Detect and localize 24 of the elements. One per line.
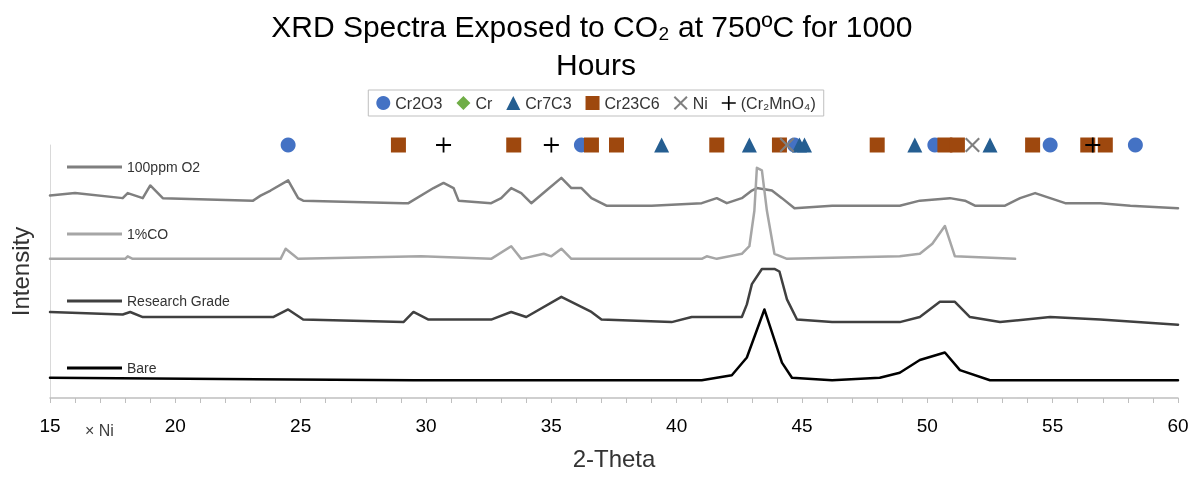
chart-title: XRD Spectra Exposed to CO₂ at 750ºC for 1000 Hours <box>271 9 921 81</box>
legend-label: Ni <box>692 94 708 112</box>
legend-label: Cr2O3 <box>395 94 443 112</box>
text: × Ni <box>85 421 114 439</box>
legend-label: 1%CO <box>127 226 169 242</box>
legend-label: 100ppm O2 <box>127 159 201 175</box>
x-tick-label: 30 <box>415 415 437 436</box>
x-tick-label: 25 <box>290 415 312 436</box>
legend-label: Cr7C3 <box>525 94 572 112</box>
x-tick-label: 40 <box>666 415 688 436</box>
x-tick-label: 50 <box>916 415 938 436</box>
x-tick-label: 20 <box>164 415 186 436</box>
legend-label: Cr23C6 <box>604 94 660 112</box>
x-axis-title: 2-Theta <box>572 444 656 472</box>
x-tick-label: 35 <box>540 415 562 436</box>
x-tick-label: 45 <box>791 415 813 436</box>
legend-label: Bare <box>127 360 157 376</box>
y-axis-title: Intensity <box>6 226 34 317</box>
legend-label: Research Grade <box>127 293 230 309</box>
x-tick-label: 55 <box>1042 415 1064 436</box>
legend-label: Cr <box>475 94 493 112</box>
x-tick-label: 60 <box>1167 415 1189 436</box>
legend-label: (Cr₂MnO₄) <box>740 94 816 112</box>
x-tick-label: 15 <box>39 415 61 436</box>
